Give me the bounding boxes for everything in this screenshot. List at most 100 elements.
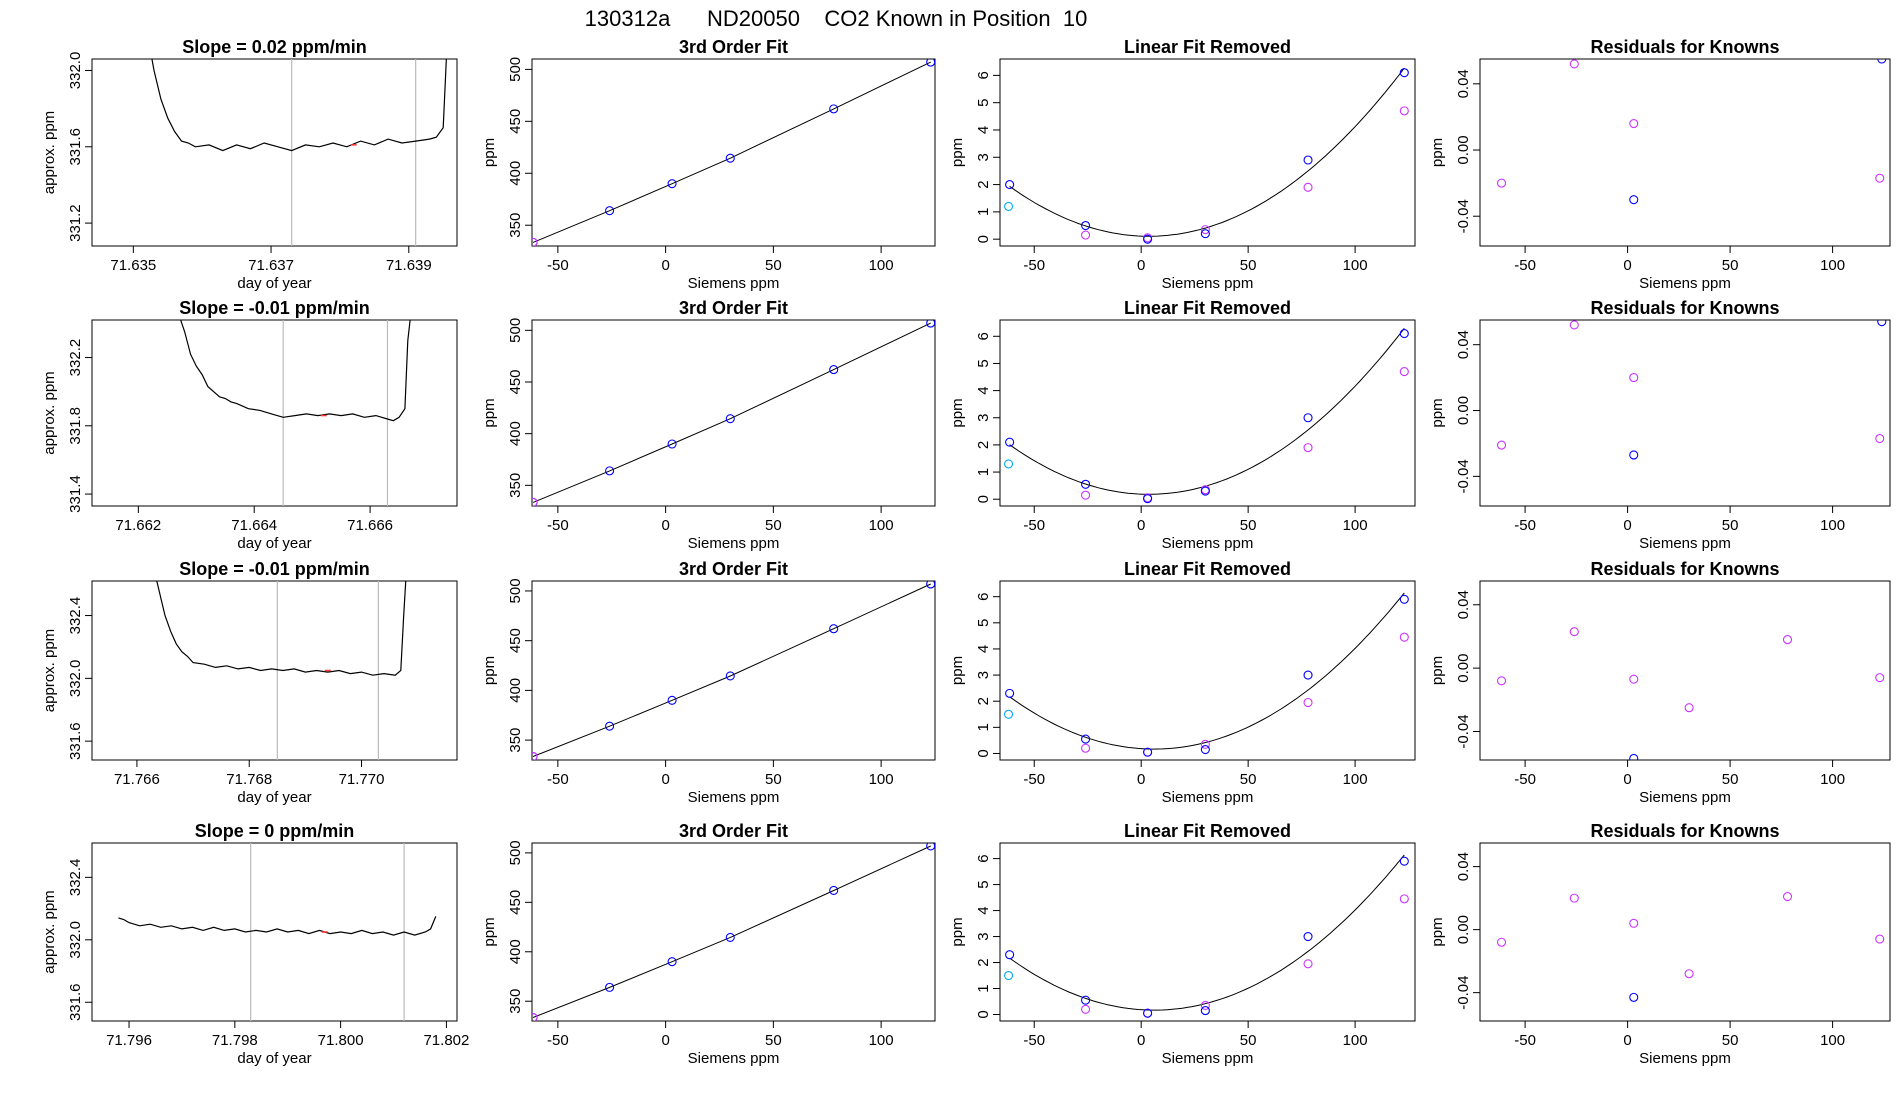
x-axis-label: Siemens ppm bbox=[688, 1050, 780, 1067]
residual-point-blue bbox=[1629, 992, 1639, 1002]
x-tick-label: 100 bbox=[1343, 257, 1368, 274]
y-tick-label: 6 bbox=[975, 593, 992, 601]
x-tick-label: 71.637 bbox=[248, 257, 294, 274]
y-tick-label: 331.6 bbox=[67, 128, 84, 166]
y-tick-label: 3 bbox=[975, 153, 992, 161]
y-axis-label: ppm bbox=[949, 656, 966, 685]
y-axis-label: ppm bbox=[481, 398, 498, 427]
x-tick-label: -50 bbox=[547, 517, 569, 534]
x-tick-label: -50 bbox=[547, 257, 569, 274]
plot-title: Slope = -0.01 ppm/min bbox=[179, 298, 370, 318]
x-axis-label: Siemens ppm bbox=[688, 535, 780, 552]
data-point bbox=[605, 982, 615, 992]
y-tick-label: 450 bbox=[507, 628, 524, 653]
x-tick-label: -50 bbox=[1514, 771, 1536, 788]
data-point bbox=[667, 179, 677, 189]
y-axis-label: ppm bbox=[481, 917, 498, 946]
y-axis-label: ppm bbox=[949, 917, 966, 946]
residual-point-magenta bbox=[1629, 674, 1639, 684]
plot-frame bbox=[1479, 319, 1891, 507]
y-tick-label: 0 bbox=[975, 749, 992, 757]
y-tick-label: 0.04 bbox=[1455, 852, 1472, 881]
x-tick-label: -50 bbox=[1023, 771, 1045, 788]
x-tick-label: 71.639 bbox=[386, 257, 432, 274]
data-point-blue bbox=[1143, 1008, 1153, 1018]
y-tick-label: 3 bbox=[975, 414, 992, 422]
y-tick-label: 350 bbox=[507, 728, 524, 753]
data-point-magenta bbox=[1081, 230, 1091, 240]
residual-point-magenta bbox=[1629, 918, 1639, 928]
x-tick-label: 50 bbox=[765, 771, 782, 788]
x-tick-label: -50 bbox=[1023, 517, 1045, 534]
y-axis-label: ppm bbox=[1429, 138, 1446, 167]
plot-title: 3rd Order Fit bbox=[679, 298, 788, 318]
residual-point-magenta bbox=[1569, 893, 1579, 903]
data-point-cyan bbox=[1004, 459, 1014, 469]
data-point-blue bbox=[1399, 329, 1409, 339]
y-tick-label: -0.04 bbox=[1455, 714, 1472, 748]
y-tick-label: 2 bbox=[975, 697, 992, 705]
y-tick-label: 1 bbox=[975, 984, 992, 992]
data-layer bbox=[1004, 327, 1409, 504]
x-tick-label: 0 bbox=[1623, 1032, 1631, 1049]
data-layer bbox=[1496, 320, 1887, 460]
y-tick-label: -0.04 bbox=[1455, 199, 1472, 233]
data-point-blue bbox=[1005, 437, 1015, 447]
x-tick-label: 100 bbox=[1820, 257, 1845, 274]
y-tick-label: 350 bbox=[507, 473, 524, 498]
x-tick-label: 100 bbox=[869, 517, 894, 534]
y-tick-label: 400 bbox=[507, 678, 524, 703]
residual-point-magenta bbox=[1629, 373, 1639, 383]
data-point-magenta bbox=[1081, 743, 1091, 753]
resid-panel-row-4: Residuals for Knowns -50 0 50 100 -0.04 0.00 0.… bbox=[1429, 821, 1891, 1067]
y-tick-label: 450 bbox=[507, 369, 524, 394]
residual-point-magenta bbox=[1782, 892, 1793, 902]
x-tick-label: 71.766 bbox=[114, 771, 160, 788]
y-axis-label: ppm bbox=[1429, 398, 1446, 427]
x-tick-label: 71.666 bbox=[347, 517, 393, 534]
x-tick-label: 0 bbox=[1623, 517, 1631, 534]
x-tick-label: 50 bbox=[1240, 1032, 1257, 1049]
timeseries-panel-row-1: Slope = 0.02 ppm/min 71.635 71.637 71.639 33… bbox=[41, 37, 458, 292]
y-tick-label: 500 bbox=[507, 840, 524, 865]
x-tick-label: 100 bbox=[1820, 771, 1845, 788]
y-axis-label: ppm bbox=[949, 138, 966, 167]
y-tick-label: 331.2 bbox=[67, 204, 84, 242]
data-point-blue bbox=[1399, 68, 1409, 78]
plot-title: Linear Fit Removed bbox=[1124, 37, 1291, 57]
x-tick-label: 100 bbox=[1343, 771, 1368, 788]
linfit-panel-row-4: Linear Fit Removed -50 0 50 100 0 1 2 3 4 5 6 Siemen… bbox=[949, 821, 1416, 1067]
y-axis-label: ppm bbox=[481, 656, 498, 685]
data-layer bbox=[1004, 854, 1409, 1018]
data-point-blue bbox=[1200, 486, 1210, 496]
fit-panel-row-1: 3rd Order Fit -50 0 50 100 350 400 450 500 Siemen… bbox=[481, 37, 936, 292]
x-axis-label: Siemens ppm bbox=[1639, 535, 1731, 552]
plot-frame bbox=[1479, 58, 1891, 247]
plot-frame bbox=[91, 580, 458, 761]
y-tick-label: 450 bbox=[507, 109, 524, 134]
data-point-blue bbox=[1081, 995, 1091, 1005]
y-tick-label: 332.0 bbox=[67, 921, 84, 959]
fit-panel-row-2: 3rd Order Fit -50 0 50 100 350 400 450 500 Siemen… bbox=[481, 298, 936, 552]
y-axis-label: ppm bbox=[481, 138, 498, 167]
y-axis-label: approx. ppm bbox=[41, 111, 58, 194]
data-point bbox=[725, 671, 735, 681]
data-point-blue bbox=[1143, 234, 1153, 244]
y-tick-label: 331.8 bbox=[67, 407, 84, 445]
y-tick-label: 2 bbox=[975, 180, 992, 188]
x-tick-label: 71.802 bbox=[423, 1032, 469, 1049]
plot-title: Residuals for Knowns bbox=[1590, 37, 1779, 57]
resid-panel-row-2: Residuals for Knowns -50 0 50 100 -0.04 0.00 0.… bbox=[1429, 298, 1891, 552]
y-tick-label: 0.00 bbox=[1455, 135, 1472, 164]
residual-point-magenta bbox=[1496, 178, 1507, 188]
data-point bbox=[829, 885, 839, 896]
data-point bbox=[926, 843, 935, 851]
y-tick-label: 4 bbox=[975, 126, 992, 134]
linfit-panel-row-3: Linear Fit Removed -50 0 50 100 0 1 2 3 4 5 6 Siemen… bbox=[949, 559, 1416, 806]
fit-line bbox=[532, 845, 931, 1018]
x-tick-label: -50 bbox=[1514, 257, 1536, 274]
y-axis-label: ppm bbox=[1429, 656, 1446, 685]
y-tick-label: 331.6 bbox=[67, 983, 84, 1021]
plot-frame bbox=[999, 580, 1416, 761]
x-axis-label: day of year bbox=[237, 535, 311, 552]
